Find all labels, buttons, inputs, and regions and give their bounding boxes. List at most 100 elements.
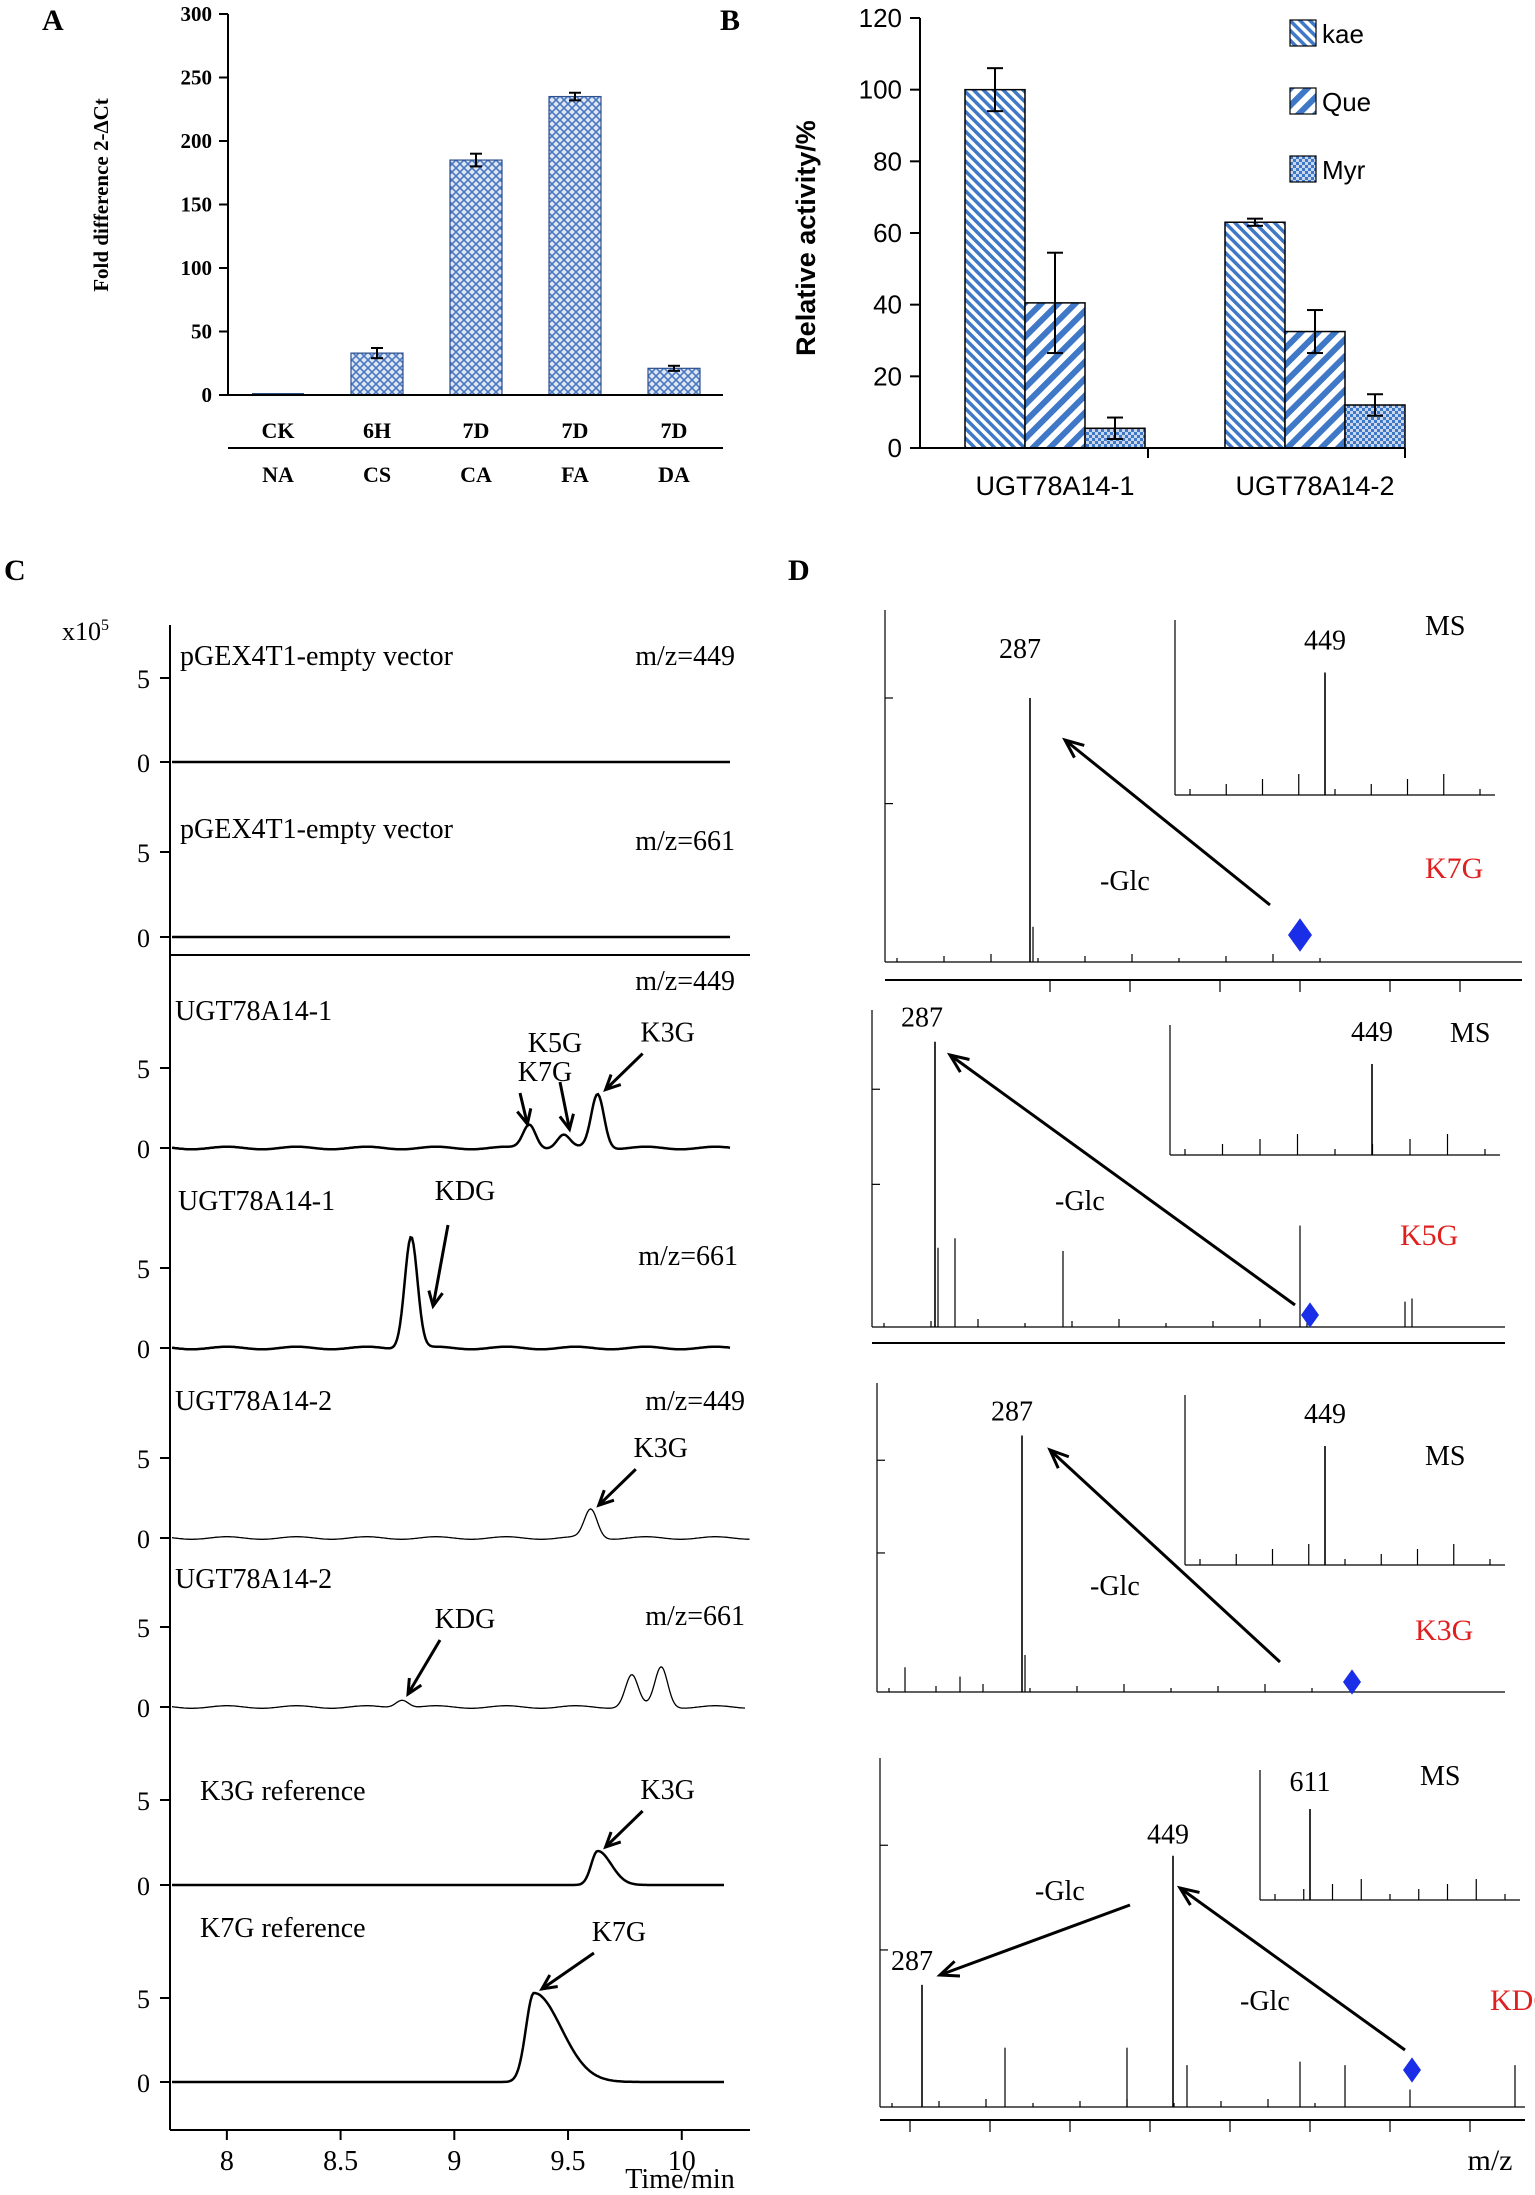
panel-d-loss-arrow	[1048, 1448, 1282, 1664]
panel-c-trace-line	[171, 1666, 746, 1709]
panel-c-peak-arrowhead	[516, 1108, 533, 1128]
panel-d-compound-label: K3G	[1415, 1614, 1473, 1647]
panel-c-trace-line	[171, 1092, 731, 1151]
panel-d-main-peak-label: 287	[991, 1397, 1033, 1428]
panel-c-y-tick-label: 5	[137, 1445, 150, 1474]
panel-a-bar	[449, 159, 503, 396]
panel-c-trace-mz: m/z=661	[635, 826, 735, 857]
panel-d-loss-arrowhead	[1176, 1885, 1200, 1906]
panel-c-x-tick-label: 9.5	[551, 2146, 586, 2177]
panel-b-legend-swatch	[1289, 155, 1317, 183]
panel-d-inset-peak-label: 611	[1290, 1767, 1331, 1798]
panel-d-loss-arrowhead	[936, 1960, 961, 1978]
panel-a-ylabel: Fold difference 2-ΔCt	[89, 98, 113, 292]
panel-c-y-tick-label: 0	[137, 1694, 150, 1723]
panel-a-y-tick-label: 0	[202, 383, 213, 407]
panel-d-loss-label: -Glc	[1100, 866, 1150, 897]
panel-d-compound-label: KDG	[1490, 1984, 1535, 2017]
panel-d-inset-label: MS	[1425, 1441, 1465, 1472]
panel-b-legend-swatch	[1289, 87, 1317, 115]
panel-b-y-tick-label: 0	[888, 433, 902, 463]
panel-c-peak-arrow	[541, 1951, 595, 1991]
panel-c-trace-name: UGT78A14-1	[178, 1186, 335, 1217]
panel-d-precursor-marker	[1301, 1302, 1319, 1328]
panel-a-y-tick-label: 300	[181, 2, 213, 26]
panel-b-bar-kae	[1224, 221, 1286, 449]
panel-c-peak-arrowhead	[596, 1489, 615, 1508]
panel-b-y-tick-label: 60	[873, 218, 902, 248]
panel-d-loss-arrow	[939, 1903, 1131, 1977]
panel-a-category-bottom: CS	[363, 462, 391, 487]
panel-c-y-tick-label: 0	[137, 749, 150, 778]
panel-a-y-tick-label: 250	[181, 66, 213, 90]
panel-c-y-tick-label: 0	[137, 1872, 150, 1901]
panel-c-peak-arrowhead	[558, 1113, 575, 1133]
panel-c-scale: x105	[62, 617, 109, 646]
panel-c-peak-label: K7G	[592, 1917, 646, 1948]
panel-d-inset-peak-label: 449	[1351, 1017, 1393, 1048]
panel-c-y-tick-label: 5	[137, 1255, 150, 1284]
panel-d-inset-label: MS	[1450, 1018, 1490, 1049]
panel-c-trace-line	[171, 1508, 750, 1540]
panel-d-loss-arrowhead	[946, 1052, 970, 1073]
panel-a: A Fold difference 2-ΔCt 0 50 100 150 200 250 3…	[42, 2, 723, 487]
panel-c-trace-name: pGEX4T1-empty vector	[180, 814, 454, 845]
panel-d-loss-arrow	[1179, 1886, 1406, 2052]
panel-c-y-tick-label: 0	[137, 1135, 150, 1164]
panel-d-loss-arrow	[949, 1053, 1296, 1307]
panel-a-bar	[350, 352, 404, 396]
panel-a-category-top: 7D	[661, 418, 688, 443]
panel-b-legend-label: Que	[1322, 87, 1371, 117]
panel-c-peak-label: KDG	[435, 1604, 496, 1635]
panel-b-y-tick-label: 100	[859, 75, 902, 105]
panel-c-trace-line	[172, 1849, 724, 1887]
panel-c-trace-mz: m/z=661	[645, 1601, 745, 1632]
panel-a-category-bottom: FA	[561, 462, 589, 487]
panel-c-peak-arrow	[406, 1639, 442, 1695]
panel-c-y-tick-label: 0	[137, 924, 150, 953]
panel-c-trace-line	[171, 1235, 731, 1351]
panel-c-trace-name: UGT78A14-2	[175, 1386, 332, 1417]
panel-d-loss-label: -Glc	[1240, 1986, 1290, 2017]
panel-c-x-tick-label: 8.5	[323, 2146, 358, 2177]
panel-c-peak-arrowhead	[603, 1831, 622, 1850]
panel-c-peak-label: K3G	[640, 1775, 694, 1806]
panel-c-trace-name: K3G reference	[200, 1776, 366, 1807]
panel-c-peak-arrowhead	[427, 1290, 444, 1310]
panel-c-peak-label: K3G	[640, 1018, 694, 1049]
panel-a-bar	[548, 95, 602, 396]
panel-a-y-tick-label: 150	[181, 193, 213, 217]
panel-d-loss-label: -Glc	[1090, 1571, 1140, 1602]
panel-b-y-tick-label: 40	[873, 290, 902, 320]
panel-c-xlabel: Time/min	[625, 2164, 734, 2195]
panel-c-y-tick-label: 0	[137, 2069, 150, 2098]
panel-a-y-tick-label: 200	[181, 129, 213, 153]
panel-c-x-tick-label: 8	[220, 2146, 234, 2177]
panel-b-y-tick-label: 120	[859, 3, 902, 33]
panel-d-inset-peak-label: 449	[1304, 1399, 1346, 1430]
panel-c-y-tick-label: 5	[137, 665, 150, 694]
panel-a-y-tick-label: 50	[191, 320, 212, 344]
panel-c-y-tick-label: 5	[137, 1787, 150, 1816]
panel-a-category-bottom: NA	[262, 462, 294, 487]
panel-c-y-tick-label: 5	[137, 839, 150, 868]
panel-c-trace-mz: m/z=449	[635, 641, 735, 672]
panel-a-label: A	[42, 4, 64, 37]
panel-a-category-bottom: DA	[658, 462, 690, 487]
panel-d-compound-label: K7G	[1425, 852, 1483, 885]
panel-a-category-top: CK	[262, 418, 295, 443]
panel-d-compound-label: K5G	[1400, 1219, 1458, 1252]
panel-d-main-peak-label: 287	[901, 1003, 943, 1034]
panel-c-y-tick-label: 5	[137, 1985, 150, 2014]
panel-d-label: D	[788, 554, 810, 587]
panel-b-label: B	[720, 4, 740, 37]
panel-c-trace-name: UGT78A14-2	[175, 1564, 332, 1595]
panel-c: C x105 8 8.5 9 9.5 10 Time/min 5 0 pGEX4T1-emp…	[4, 554, 750, 2195]
panel-c-peak-arrow	[518, 1092, 529, 1125]
panel-b-legend-label: Myr	[1322, 155, 1366, 185]
panel-c-peak-arrow	[604, 1052, 644, 1091]
panel-c-peak-arrowhead	[539, 1974, 558, 1991]
panel-c-trace-mz: m/z=661	[638, 1241, 738, 1272]
panel-b-bar-myr	[1344, 404, 1406, 449]
